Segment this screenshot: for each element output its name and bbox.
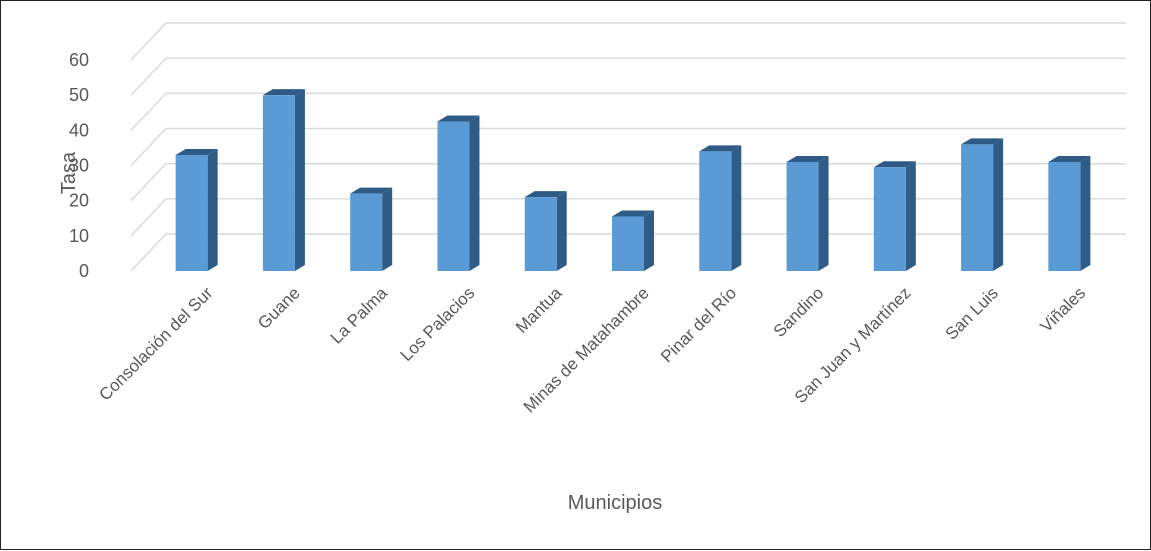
bar-side — [294, 89, 305, 272]
y-tick-label: 60 — [69, 50, 89, 70]
bar-top — [786, 155, 829, 162]
bar-front — [699, 151, 732, 271]
bar — [1048, 155, 1091, 271]
bar-side — [731, 145, 742, 271]
bar-front — [873, 167, 906, 271]
y-tick-label: 0 — [79, 261, 89, 281]
x-tick-label: La Palma — [327, 283, 392, 348]
x-tick-label: Viñales — [1037, 283, 1090, 336]
y-tick-label: 30 — [69, 156, 89, 176]
bar-front — [524, 197, 557, 271]
x-tick-label: Sandino — [770, 283, 828, 341]
bar-front — [1048, 161, 1081, 271]
gridline — [130, 57, 1126, 96]
bar-side — [556, 191, 567, 271]
y-axis-title: Tasa — [58, 151, 80, 194]
y-tick-label: 50 — [69, 85, 89, 105]
bar-side — [1080, 155, 1091, 271]
x-tick-label: Guane — [254, 283, 304, 333]
y-tick-label: 40 — [69, 120, 89, 140]
bar-top — [524, 191, 567, 198]
x-tick-label: Consolación del Sur — [95, 283, 216, 404]
bar — [175, 148, 218, 271]
gridlines — [130, 22, 1126, 272]
bar — [699, 145, 742, 271]
bar — [786, 155, 829, 271]
bar — [961, 138, 1004, 271]
bars — [175, 89, 1091, 272]
bar-side — [469, 115, 480, 272]
gridline — [130, 127, 1126, 166]
bar — [262, 89, 305, 272]
bar-side — [382, 187, 393, 271]
bar-side — [207, 148, 218, 271]
bar-top — [350, 187, 393, 194]
x-tick-label: Mantua — [512, 283, 566, 337]
bar-front — [786, 161, 819, 271]
bar-top — [699, 145, 742, 152]
bar-front — [437, 121, 470, 272]
gridline — [130, 22, 1126, 61]
bar-side — [905, 161, 916, 271]
bar-top — [175, 148, 218, 155]
bar — [873, 161, 916, 271]
y-tick-label: 20 — [69, 191, 89, 211]
bar — [437, 115, 480, 272]
x-tick-label: San Luis — [942, 283, 1002, 343]
x-axis-title: Municipios — [568, 492, 662, 514]
bar-top — [612, 210, 654, 217]
bar-front — [262, 95, 295, 272]
gridline — [130, 92, 1126, 131]
bar-top — [873, 161, 916, 168]
bar-front — [350, 193, 383, 271]
x-tick-label: Pinar del Río — [657, 283, 740, 366]
bar-top — [262, 89, 305, 96]
y-tick-label: 10 — [69, 226, 89, 246]
bar-side — [644, 210, 654, 271]
bar — [524, 191, 567, 271]
x-axis-ticks: Consolación del Sur Guane La Palma Los Pala… — [95, 283, 1089, 416]
bar-front — [961, 144, 994, 271]
bar — [612, 210, 654, 271]
bar-front — [612, 216, 644, 271]
bar-side — [993, 138, 1004, 271]
bar — [350, 187, 393, 271]
y-axis-ticks: 0 10 20 30 40 50 60 — [69, 50, 89, 281]
bar-top — [961, 138, 1004, 145]
bar-top — [437, 115, 480, 122]
bar-front — [175, 154, 208, 271]
bar-top — [1048, 155, 1091, 162]
x-tick-label: Los Palacios — [397, 283, 479, 365]
bar-side — [818, 155, 829, 271]
